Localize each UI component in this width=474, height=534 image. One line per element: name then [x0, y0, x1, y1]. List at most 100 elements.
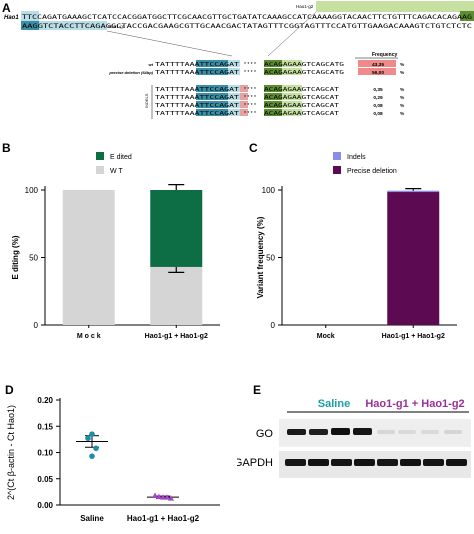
category-label: M o c k	[77, 333, 101, 340]
deletion-mark: * * * *	[244, 111, 256, 117]
bar-w-t	[62, 190, 115, 325]
allele-left-seq: TATTTTAAATTCCAGAT	[155, 103, 239, 109]
allele-left-seq: TATTTTAAATTCCAGAT	[155, 95, 239, 101]
guide-g2-highlight	[316, 1, 474, 12]
deletion-mark: * * * *	[244, 103, 256, 109]
allele-frequency: 43,35	[372, 62, 384, 68]
allele-left-seq: TATTTTAAATTCCAGAT	[155, 87, 239, 93]
chart-d: 0.00 0.05 0.10 0.15 0.20 2^(Ct β-actin - Ct H…	[6, 396, 220, 523]
gene-label: Hao1	[4, 15, 19, 21]
y-tick-label: 0.15	[37, 422, 53, 431]
y-tick-label: 0	[34, 321, 39, 330]
allele-frequency: 56,00	[372, 70, 384, 76]
saline-group-label: Saline	[318, 398, 350, 410]
allele-frequency: 0,08	[373, 103, 383, 109]
allele-frequency: 0,29	[373, 95, 383, 101]
data-point	[89, 453, 95, 459]
allele-left-seq: TATTTTAAATTCCAGAT	[155, 62, 239, 68]
data-point	[168, 495, 174, 501]
y-axis-title: 2^(Ct β-actin - Ct Hao1)	[6, 405, 16, 500]
allele-frequency: 0,35	[373, 87, 383, 93]
frequency-unit: %	[400, 103, 405, 109]
y-axis-title: E diting (%)	[11, 235, 20, 279]
bottom-strand-seq: AAGGTCTACCTTCAGAGGCTACCGACGAAGCGTTGCAACG…	[22, 23, 473, 30]
allele-right-seq: ACAGAGAAGTCAGCAT	[264, 111, 339, 117]
allele-right-seq: ACAGAGAAGTCAGCATG	[264, 70, 344, 76]
category-label: Mock	[317, 333, 335, 340]
deletion-mark: * * * *	[244, 70, 256, 76]
panel-label-c: C	[249, 141, 258, 155]
data-point	[156, 493, 162, 500]
go-row-label: GO	[256, 428, 274, 440]
go-bands	[287, 428, 462, 435]
allele-right-seq: ACAGAGAAGTCAGCATG	[264, 62, 344, 68]
frequency-unit: %	[400, 70, 405, 76]
allele-right-seq: ACAGAGAAGTCAGCAT	[264, 95, 339, 101]
frequency-unit: %	[400, 87, 405, 93]
data-point	[85, 435, 91, 442]
guide-g2-label: Hao1-g2	[296, 4, 314, 9]
allele-label: precise deletion (64bp)	[108, 70, 153, 75]
panel-label-e: E	[253, 383, 262, 397]
category-label: Saline	[80, 514, 104, 523]
legend-swatch	[333, 166, 341, 174]
legend-label: E dited	[110, 154, 132, 161]
panel-label-a: A	[2, 1, 11, 15]
bar-e-dited	[150, 190, 203, 267]
y-tick-label: 100	[262, 186, 276, 195]
chart-c: 0 50 100 Variant frequency (%) Mock Hao1-g1 +…	[256, 152, 457, 340]
indels-label: INDELS	[144, 93, 149, 108]
category-label: Hao1-g1 + Hao1-g2	[127, 514, 200, 523]
frequency-header: Frequency	[372, 52, 398, 58]
panel-a-figure: Hao1 Hao1-g2 Hao1-g1 TTCCAGATGAAAGCTCATC…	[4, 1, 474, 119]
allele-right-seq: ACAGAGAAGTCAGCAT	[264, 103, 339, 109]
y-tick-label: 0.10	[37, 449, 53, 458]
allele-label: wt	[149, 62, 154, 67]
guide-g1-label: Hao1-g1	[108, 24, 126, 29]
panel-label-b: B	[2, 141, 11, 155]
category-label: Hao1-g1 + Hao1-g2	[382, 333, 445, 340]
chart-b: 0 50 100 E diting (%) M o c k Hao1-g1 + Hao1-…	[11, 152, 220, 340]
top-pam-left	[21, 11, 39, 21]
frequency-unit: %	[400, 111, 405, 117]
legend-swatch	[96, 166, 104, 174]
top-strand-seq: TTCCAGATGAAAGCTCATCCACGGATGGCTTCGCAACGTT…	[22, 14, 473, 21]
western-blot: Saline Hao1-g1 + Hao1-g2 GO GAPDH	[237, 398, 471, 478]
data-point	[152, 492, 158, 499]
frequency-unit: %	[400, 95, 405, 101]
y-tick-label: 50	[266, 254, 275, 263]
deletion-mark: * * * *	[244, 87, 256, 93]
gapdh-row-label: GAPDH	[237, 457, 273, 469]
y-tick-label: 0.00	[37, 501, 53, 510]
data-point	[160, 494, 166, 500]
gapdh-bands	[285, 459, 467, 466]
deletion-mark: * * * *	[244, 62, 256, 68]
y-tick-label: 50	[29, 254, 38, 263]
allele-right-seq: ACAGAGAAGTCAGCAT	[264, 87, 339, 93]
bar-indels	[387, 190, 440, 193]
y-axis-title: Variant frequency (%)	[256, 216, 265, 298]
allele-frequency: 0,08	[373, 111, 383, 117]
bar-precise-deletion	[387, 192, 440, 325]
legend-swatch	[96, 152, 104, 160]
guide-g1-highlight	[39, 21, 107, 30]
y-tick-label: 0.05	[37, 475, 53, 484]
bar-w-t	[150, 266, 203, 325]
y-tick-label: 100	[25, 186, 39, 195]
data-point	[164, 494, 170, 500]
data-point	[93, 445, 99, 452]
y-tick-label: 0	[271, 321, 276, 330]
frequency-unit: %	[400, 62, 405, 68]
legend-swatch	[333, 152, 341, 160]
legend-label: W T	[110, 168, 123, 175]
data-point	[89, 431, 95, 437]
allele-left-seq: TATTTTAAATTCCAGAT	[155, 111, 239, 117]
deletion-mark: * * * *	[244, 95, 256, 101]
top-pam-right	[460, 11, 474, 21]
bottom-highlight-left	[21, 21, 39, 30]
legend-label: Indels	[347, 154, 366, 161]
legend-label: Precise deletion	[347, 168, 397, 175]
panel-label-d: D	[5, 383, 14, 397]
treated-group-label: Hao1-g1 + Hao1-g2	[365, 398, 464, 410]
allele-left-seq: TATTTTAAATTCCAGAT	[155, 70, 239, 76]
